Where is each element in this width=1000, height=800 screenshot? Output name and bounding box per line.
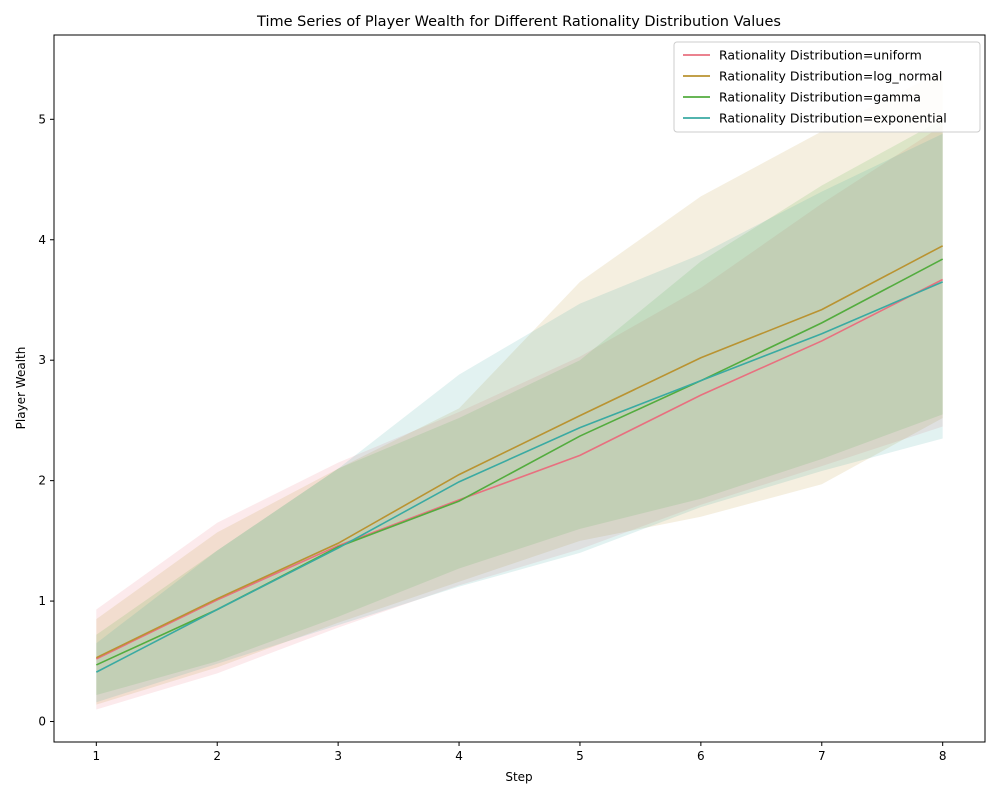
legend-label: Rationality Distribution=uniform: [719, 48, 922, 63]
x-axis-title: Step: [505, 770, 532, 784]
y-axis-title: Player Wealth: [14, 347, 28, 430]
x-tick-label: 2: [213, 749, 221, 763]
plot-frame: [53, 34, 986, 743]
x-tick-label: 6: [697, 749, 705, 763]
y-tick-label: 0: [38, 715, 46, 729]
series-0-line: [95, 278, 944, 660]
x-tick-label: 3: [334, 749, 342, 763]
y-tick-label: 1: [38, 594, 46, 608]
x-tick-label: 4: [455, 749, 463, 763]
y-tick-label: 2: [38, 474, 46, 488]
series-2-band: [96, 119, 943, 696]
legend-label: Rationality Distribution=exponential: [719, 111, 947, 126]
x-tick-label: 8: [939, 749, 947, 763]
y-tick-label: 3: [38, 353, 46, 367]
legend-box: [673, 41, 981, 133]
legend-label: Rationality Distribution=log_normal: [719, 69, 942, 84]
series-1-line: [95, 245, 944, 659]
x-axis: 1 2 3 4 5 6 7 8: [92, 742, 947, 763]
y-tick-label: 4: [38, 233, 46, 247]
y-axis: 0 1 2 3 4 5: [38, 112, 54, 729]
x-tick-label: 5: [576, 749, 584, 763]
chart-title: Time Series of Player Wealth for Differe…: [256, 14, 781, 30]
legend: Rationality Distribution=uniform Rational…: [673, 41, 981, 133]
x-tick-label: 7: [818, 749, 826, 763]
x-tick-label: 1: [92, 749, 100, 763]
y-tick-label: 5: [38, 112, 46, 126]
legend-label: Rationality Distribution=gamma: [719, 90, 921, 105]
series-lines: [95, 245, 944, 673]
series-3-line: [95, 281, 943, 673]
series-3-band: [96, 133, 943, 703]
series-1-band: [96, 71, 943, 705]
